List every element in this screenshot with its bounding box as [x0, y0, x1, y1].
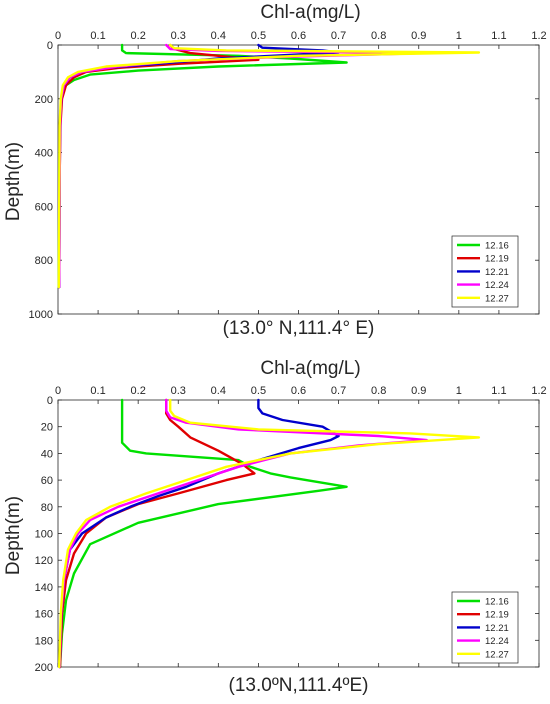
chart-caption: (13.0° N,111.4° E) — [223, 318, 375, 339]
legend: 12.16 12.19 12.21 12.24 12.27 — [451, 235, 519, 308]
x-tick-label: 0.1 — [90, 30, 105, 42]
x-tick-label: 0.2 — [131, 30, 146, 42]
legend-label: 12.27 — [485, 649, 509, 660]
y-tick-label: 140 — [35, 582, 53, 594]
y-tick-label: 180 — [35, 635, 53, 647]
x-tick-label: 1.1 — [491, 30, 506, 42]
x-tick-label: 0.9 — [411, 30, 426, 42]
legend-label: 12.19 — [485, 610, 509, 621]
x-tick-label: 0.6 — [291, 385, 306, 397]
x-tick-label: 0.9 — [411, 385, 426, 397]
series-line-12-27 — [58, 398, 481, 669]
x-tick-label: 0.3 — [171, 385, 186, 397]
x-tick-label: 0.8 — [371, 385, 386, 397]
y-tick-label: 160 — [35, 609, 53, 621]
y-tick-label: 200 — [35, 662, 53, 674]
legend-label: 12.27 — [485, 293, 509, 304]
x-tick-label: 0.4 — [211, 385, 226, 397]
x-tick-label: 1 — [456, 30, 462, 42]
legend-label: 12.24 — [485, 280, 509, 291]
chart-panel-2: 0 0.1 0.2 0.3 0.4 0.5 0.6 0.7 0.8 0.9 1 1.1 1.2 0 20 40… — [3, 358, 547, 696]
legend-label: 12.16 — [485, 241, 509, 252]
x-tick-label: 1 — [456, 385, 462, 397]
legend-label: 12.21 — [485, 623, 509, 634]
chart-caption: (13.0ºN,111.4ºE) — [229, 675, 369, 696]
y-tick-label: 20 — [41, 422, 53, 434]
x-tick-label: 0.1 — [90, 385, 105, 397]
series-line-12-24 — [58, 398, 428, 669]
chart-panel-1: 0 0.1 0.2 0.3 0.4 0.5 0.6 0.7 0.8 0.9 1 1.1 1.2 0 200 4… — [3, 2, 547, 339]
y-tick-label: 1000 — [29, 309, 53, 321]
y-tick-label: 100 — [35, 529, 53, 541]
y-tick-label: 60 — [41, 475, 53, 487]
y-tick-label: 0 — [47, 395, 53, 407]
x-tick-label: 0.2 — [131, 385, 146, 397]
series-line-12-16 — [58, 398, 348, 669]
x-tick-label: 0.7 — [331, 385, 346, 397]
y-tick-label: 800 — [35, 255, 53, 267]
x-tick-label: 1.1 — [491, 385, 506, 397]
x-tick-label: 0 — [55, 385, 61, 397]
legend-label: 12.21 — [485, 267, 509, 278]
y-axis-title: Depth(m) — [3, 496, 24, 575]
y-tick-label: 0 — [47, 40, 53, 52]
legend-label: 12.19 — [485, 254, 509, 265]
x-axis-title: Chl-a(mg/L) — [260, 358, 360, 379]
x-tick-label: 0 — [55, 30, 61, 42]
x-tick-label: 0.5 — [251, 30, 266, 42]
y-tick-label: 80 — [41, 502, 53, 514]
x-tick-label: 0.6 — [291, 30, 306, 42]
y-tick-label: 120 — [35, 555, 53, 567]
x-tick-label: 1.2 — [531, 385, 546, 397]
series-line-12-19 — [58, 398, 256, 669]
y-tick-label: 40 — [41, 448, 53, 460]
legend: 12.16 12.19 12.21 12.24 12.27 — [451, 591, 519, 664]
y-tick-label: 200 — [35, 94, 53, 106]
series-line-12-27 — [57, 43, 481, 289]
legend-label: 12.24 — [485, 636, 509, 647]
legend-label: 12.16 — [485, 597, 509, 608]
y-tick-label: 600 — [35, 201, 53, 213]
x-tick-label: 0.8 — [371, 30, 386, 42]
x-tick-label: 0.4 — [211, 30, 226, 42]
x-tick-label: 0.3 — [171, 30, 186, 42]
x-tick-label: 1.2 — [531, 30, 546, 42]
y-axis-title: Depth(m) — [3, 142, 24, 221]
x-tick-label: 0.7 — [331, 30, 346, 42]
y-tick-label: 400 — [35, 148, 53, 160]
x-tick-label: 0.5 — [251, 385, 266, 397]
x-axis-title: Chl-a(mg/L) — [260, 2, 360, 23]
